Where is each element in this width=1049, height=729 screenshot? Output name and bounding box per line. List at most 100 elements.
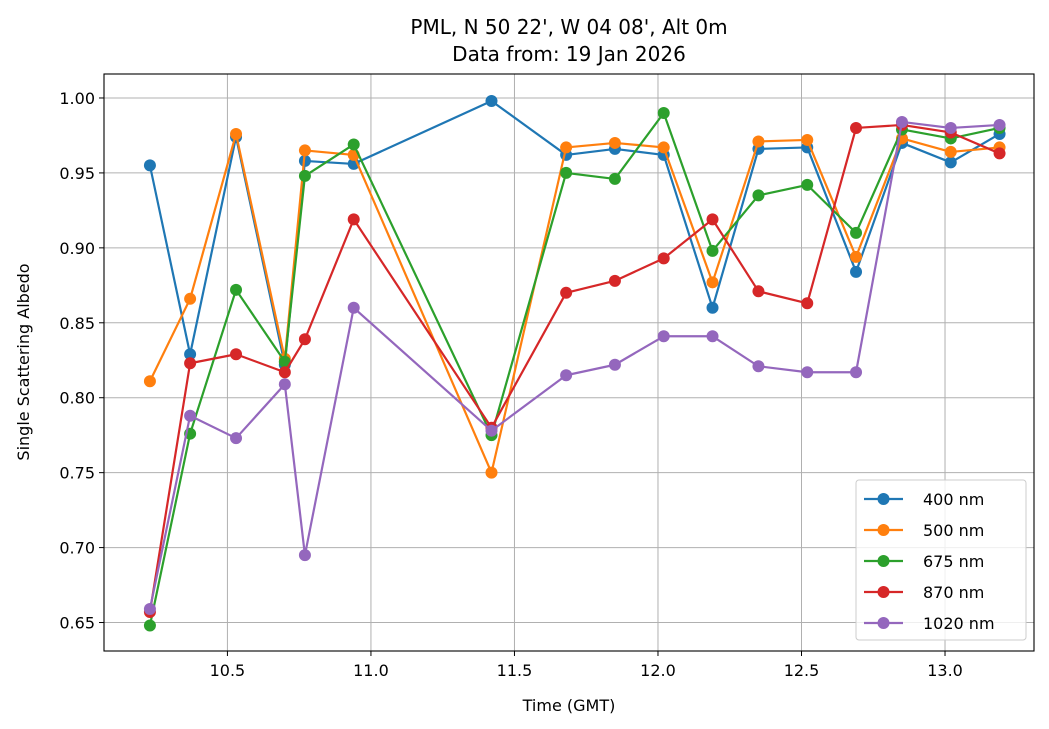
legend-swatch-marker xyxy=(877,493,890,505)
data-point xyxy=(850,366,863,379)
data-point xyxy=(657,141,670,154)
data-point xyxy=(850,265,863,278)
legend-label: 870 nm xyxy=(923,583,984,602)
legend-item: 675 nm xyxy=(864,552,984,571)
data-point xyxy=(608,358,621,371)
data-point xyxy=(801,366,814,379)
legend-label: 675 nm xyxy=(923,552,984,571)
x-tick-label: 11.0 xyxy=(353,661,389,680)
x-axis-label: Time (GMT) xyxy=(522,696,616,715)
legend-item: 1020 nm xyxy=(864,614,995,633)
data-point xyxy=(184,348,197,361)
data-point xyxy=(944,156,957,169)
data-point xyxy=(347,138,360,151)
data-point xyxy=(143,619,156,632)
data-point xyxy=(850,226,863,239)
y-tick-label: 0.75 xyxy=(59,464,95,483)
legend-label: 1020 nm xyxy=(923,614,995,633)
data-point xyxy=(230,432,243,445)
data-point xyxy=(184,409,197,422)
data-point xyxy=(608,136,621,149)
x-tick-label: 12.5 xyxy=(784,661,820,680)
data-point xyxy=(752,135,765,148)
data-point xyxy=(993,147,1006,160)
data-point xyxy=(801,133,814,146)
data-point xyxy=(230,348,243,361)
data-point xyxy=(706,301,719,314)
x-tick-label: 13.0 xyxy=(927,661,963,680)
legend: 400 nm 500 nm 675 nm 870 nm 1020 nm xyxy=(855,479,1027,641)
data-point xyxy=(752,285,765,298)
data-point xyxy=(230,127,243,140)
legend-label: 500 nm xyxy=(923,521,984,540)
data-point xyxy=(608,172,621,185)
chart-title-line-2: Data from: 19 Jan 2026 xyxy=(452,42,686,66)
legend-box xyxy=(855,479,1027,641)
data-point xyxy=(706,244,719,257)
data-point xyxy=(944,121,957,134)
y-tick-label: 0.85 xyxy=(59,314,95,333)
legend-item: 870 nm xyxy=(864,583,984,602)
data-point xyxy=(560,369,573,382)
data-point xyxy=(347,213,360,226)
x-tick-label: 12.0 xyxy=(640,661,676,680)
ticks: 10.5 11.0 11.5 12.0 12.5 13.0 0.65 0.70 0.75 0.80… xyxy=(59,89,962,680)
series-group xyxy=(143,94,1006,632)
data-point xyxy=(895,115,908,128)
data-point xyxy=(184,292,197,305)
data-point xyxy=(560,166,573,179)
data-point xyxy=(298,333,311,346)
data-point xyxy=(993,118,1006,131)
data-point xyxy=(298,169,311,182)
data-point xyxy=(298,144,311,157)
data-point xyxy=(143,159,156,172)
legend-swatch-marker xyxy=(877,524,890,536)
y-axis-label: Single Scattering Albedo xyxy=(14,263,33,460)
data-point xyxy=(230,283,243,296)
legend-label: 400 nm xyxy=(923,490,984,509)
data-point xyxy=(706,330,719,343)
legend-swatch-marker xyxy=(877,586,890,598)
series-500-nm xyxy=(143,127,1006,479)
grid xyxy=(104,74,1034,651)
data-point xyxy=(485,466,498,479)
data-point xyxy=(657,330,670,343)
x-tick-label: 11.5 xyxy=(497,661,533,680)
legend-item: 400 nm xyxy=(864,490,984,509)
data-point xyxy=(944,145,957,158)
data-point xyxy=(657,106,670,119)
data-point xyxy=(850,250,863,263)
data-point xyxy=(184,357,197,370)
data-point xyxy=(752,360,765,373)
data-point xyxy=(560,286,573,299)
x-tick-label: 10.5 xyxy=(210,661,246,680)
data-point xyxy=(298,549,311,562)
data-point xyxy=(706,213,719,226)
data-point xyxy=(278,366,291,379)
data-point xyxy=(801,297,814,310)
y-tick-label: 0.70 xyxy=(59,539,95,558)
y-tick-label: 0.90 xyxy=(59,239,95,258)
data-point xyxy=(347,301,360,314)
data-point xyxy=(560,141,573,154)
data-point xyxy=(143,375,156,388)
chart-title-line-1: PML, N 50 22', W 04 08', Alt 0m xyxy=(410,15,727,39)
y-tick-label: 1.00 xyxy=(59,89,95,108)
y-tick-label: 0.80 xyxy=(59,389,95,408)
y-tick-label: 0.95 xyxy=(59,164,95,183)
data-point xyxy=(143,603,156,616)
legend-swatch-marker xyxy=(877,555,890,567)
data-point xyxy=(278,378,291,391)
data-point xyxy=(801,178,814,191)
data-point xyxy=(608,274,621,287)
legend-item: 500 nm xyxy=(864,521,984,540)
data-point xyxy=(657,252,670,265)
data-point xyxy=(752,189,765,202)
y-tick-label: 0.65 xyxy=(59,614,95,633)
legend-swatch-marker xyxy=(877,617,890,629)
data-point xyxy=(850,121,863,134)
plot-frame xyxy=(103,73,1035,652)
data-point xyxy=(485,424,498,437)
data-point xyxy=(278,355,291,368)
